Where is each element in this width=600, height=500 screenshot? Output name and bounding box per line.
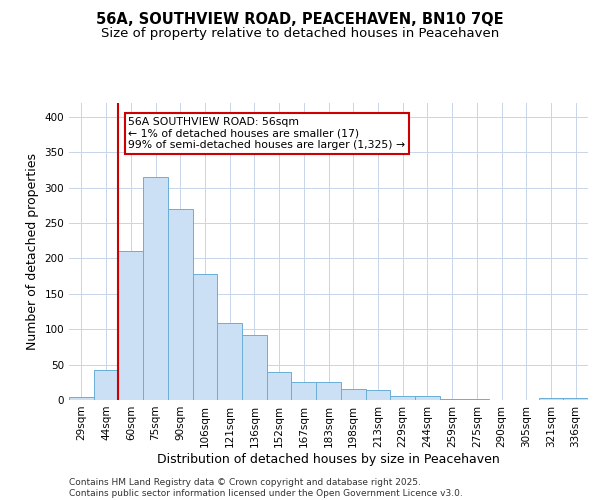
X-axis label: Distribution of detached houses by size in Peacehaven: Distribution of detached houses by size … xyxy=(157,452,500,466)
Bar xyxy=(168,209,193,400)
Bar xyxy=(316,382,341,400)
Bar xyxy=(217,323,242,400)
Bar xyxy=(242,335,267,400)
Bar xyxy=(365,390,390,400)
Bar xyxy=(118,252,143,400)
Bar xyxy=(390,396,415,400)
Bar xyxy=(341,390,365,400)
Bar xyxy=(94,370,118,400)
Bar xyxy=(143,177,168,400)
Text: 56A, SOUTHVIEW ROAD, PEACEHAVEN, BN10 7QE: 56A, SOUTHVIEW ROAD, PEACEHAVEN, BN10 7Q… xyxy=(96,12,504,28)
Bar xyxy=(415,396,440,400)
Bar xyxy=(539,398,563,400)
Bar xyxy=(292,382,316,400)
Text: Contains HM Land Registry data © Crown copyright and database right 2025.
Contai: Contains HM Land Registry data © Crown c… xyxy=(69,478,463,498)
Bar xyxy=(69,397,94,400)
Text: Size of property relative to detached houses in Peacehaven: Size of property relative to detached ho… xyxy=(101,28,499,40)
Bar xyxy=(193,274,217,400)
Bar xyxy=(267,372,292,400)
Y-axis label: Number of detached properties: Number of detached properties xyxy=(26,153,39,350)
Text: 56A SOUTHVIEW ROAD: 56sqm
← 1% of detached houses are smaller (17)
99% of semi-d: 56A SOUTHVIEW ROAD: 56sqm ← 1% of detach… xyxy=(128,116,406,150)
Bar xyxy=(440,398,464,400)
Bar xyxy=(563,398,588,400)
